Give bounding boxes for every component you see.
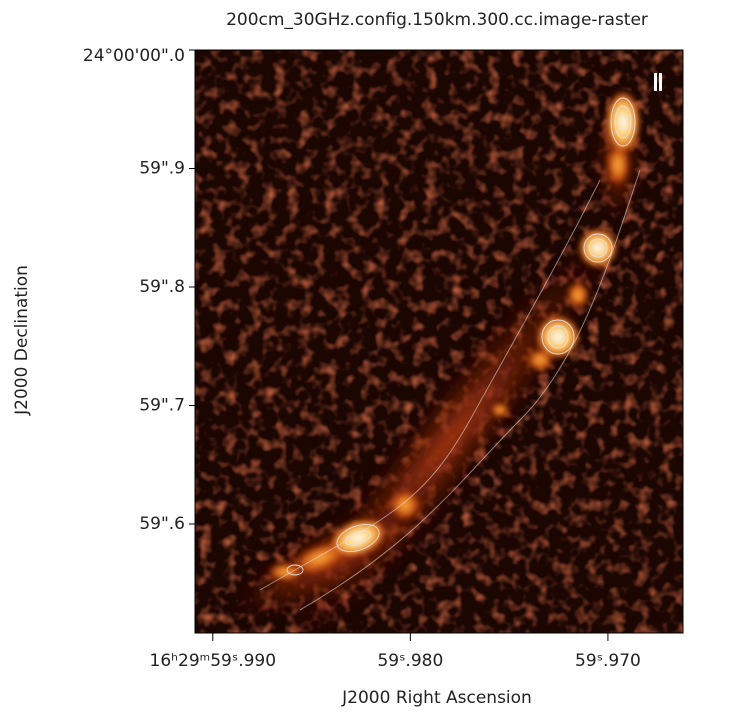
x-tick-label: 59ˢ.980 <box>377 651 443 671</box>
y-tick-label: 59".6 <box>139 514 185 534</box>
x-tick-label: 16ʰ29ᵐ59ˢ.990 <box>150 651 277 671</box>
y-tick-label: 59".7 <box>139 395 185 415</box>
frame <box>194 49 684 634</box>
x-tick-label: 59ˢ.970 <box>575 651 641 671</box>
y-tick-label: 59".9 <box>139 158 185 178</box>
chart-title: 200cm_30GHz.config.150km.300.cc.image-ra… <box>226 10 648 30</box>
y-tick-label: 24°00'00".0 <box>83 46 185 66</box>
raster-image <box>195 50 683 633</box>
y-axis-label: J2000 Declination <box>12 265 32 416</box>
x-axis-label: J2000 Right Ascension <box>341 688 532 708</box>
contours <box>259 97 641 611</box>
y-tick-label: 59".8 <box>139 277 185 297</box>
